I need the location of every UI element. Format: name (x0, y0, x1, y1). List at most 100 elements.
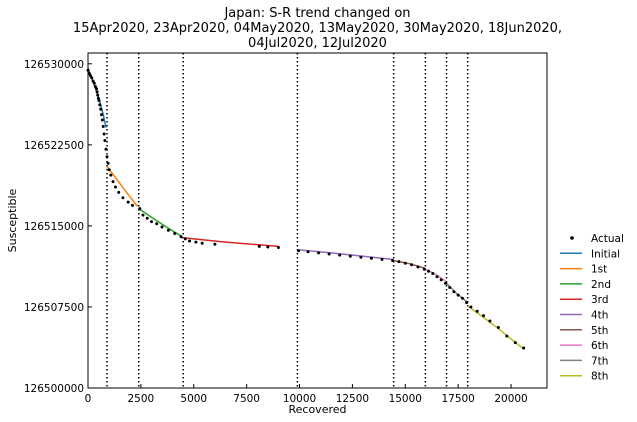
x-tick-label: 10000 (283, 393, 316, 405)
actual-point (173, 232, 177, 235)
actual-point (126, 200, 130, 204)
y-tick-label: 126500000 (24, 383, 84, 395)
actual-point (90, 76, 94, 80)
actual-point (91, 79, 95, 83)
change-point-lines (106, 53, 469, 388)
actual-points (86, 68, 526, 350)
actual-point (100, 118, 104, 122)
actual-point (89, 74, 92, 78)
legend-label: 8th (591, 371, 608, 383)
trend-line-4th (297, 248, 393, 261)
actual-point (482, 314, 485, 318)
legend-label: Actual (591, 233, 624, 245)
actual-point (121, 196, 125, 200)
legend-label: 4th (591, 310, 608, 322)
x-axis-label: Recovered (288, 403, 346, 416)
actual-point (145, 216, 149, 220)
actual-point (213, 242, 217, 246)
actual-point (138, 207, 142, 211)
actual-point (114, 185, 117, 189)
actual-point (194, 240, 198, 244)
actual-point (141, 213, 145, 217)
chart-title-line: 04Jul2020, 12Jul2020 (248, 36, 387, 51)
y-tick-label: 126515000 (24, 221, 84, 233)
x-tick-label: 7500 (233, 393, 260, 405)
actual-point (101, 125, 105, 128)
actual-point (150, 220, 153, 224)
actual-point (117, 190, 121, 194)
x-tick-label: 12500 (336, 393, 369, 405)
actual-point (276, 246, 280, 249)
legend-label: 1st (591, 264, 607, 276)
actual-point (188, 239, 191, 243)
y-axis: 126500000 126507500 126515000 126522500 1265… (24, 59, 92, 395)
legend-label: 2nd (591, 279, 611, 291)
y-axis-label: Susceptible (6, 188, 19, 252)
actual-point (179, 235, 183, 239)
actual-point (444, 281, 447, 285)
actual-point (100, 113, 103, 117)
actual-point (166, 228, 170, 232)
x-tick-label: 15000 (389, 393, 422, 405)
actual-point (87, 72, 91, 75)
actual-point (456, 293, 460, 297)
actual-point (104, 147, 108, 151)
actual-point (488, 319, 492, 323)
legend-marker-actual (570, 236, 574, 240)
actual-point (403, 261, 407, 265)
actual-point (111, 180, 115, 184)
plot-frame (87, 52, 548, 389)
actual-point (391, 259, 395, 262)
actual-point (106, 161, 110, 165)
actual-point (452, 290, 456, 294)
actual-point (416, 265, 420, 269)
trend-line-2nd (138, 207, 183, 238)
actual-point (257, 244, 261, 248)
actual-point (160, 225, 164, 229)
actual-point (338, 253, 342, 257)
actual-point (183, 237, 187, 241)
legend-label: 6th (591, 340, 608, 352)
actual-point (369, 256, 373, 260)
legend-label: 7th (591, 355, 608, 367)
legend: Actual Initial 1st 2nd 3rd 4th 5th 6th 7th 8th (560, 233, 624, 383)
chart-title-line: 15Apr2020, 23Apr2020, 04May2020, 13May20… (73, 21, 562, 36)
x-axis: 0 2500 5000 7500 10000 12500 15000 17500 20000 (85, 384, 528, 405)
legend-label: 5th (591, 325, 608, 337)
x-tick-label: 17500 (441, 393, 474, 405)
actual-point (155, 222, 159, 226)
actual-point (348, 254, 352, 258)
actual-point (95, 90, 99, 94)
actual-point (102, 132, 106, 136)
x-tick-label: 20000 (494, 393, 527, 405)
actual-point (266, 245, 270, 249)
actual-point (427, 269, 430, 273)
actual-point (496, 326, 500, 329)
actual-point (96, 93, 100, 97)
chart-title-line: Japan: S-R trend changed on (223, 6, 410, 21)
actual-point (513, 341, 517, 345)
y-tick-label: 126507500 (24, 302, 84, 314)
actual-point (460, 296, 464, 300)
legend-label: 3rd (591, 294, 608, 306)
actual-point (397, 260, 401, 264)
actual-point (410, 263, 414, 267)
x-tick-label: 2500 (128, 393, 155, 405)
y-tick-label: 126522500 (24, 140, 84, 152)
actual-point (95, 87, 98, 91)
actual-point (469, 305, 473, 309)
actual-point (200, 241, 204, 245)
actual-point (475, 309, 479, 313)
trend-line-3rd (183, 237, 279, 248)
actual-point (431, 272, 435, 275)
x-tick-label: 0 (85, 393, 92, 405)
actual-point (327, 252, 331, 256)
actual-point (522, 346, 526, 350)
x-tick-label: 5000 (180, 393, 207, 405)
actual-point (99, 107, 103, 111)
actual-point (505, 334, 509, 338)
actual-point (130, 203, 134, 207)
actual-point (297, 249, 300, 253)
